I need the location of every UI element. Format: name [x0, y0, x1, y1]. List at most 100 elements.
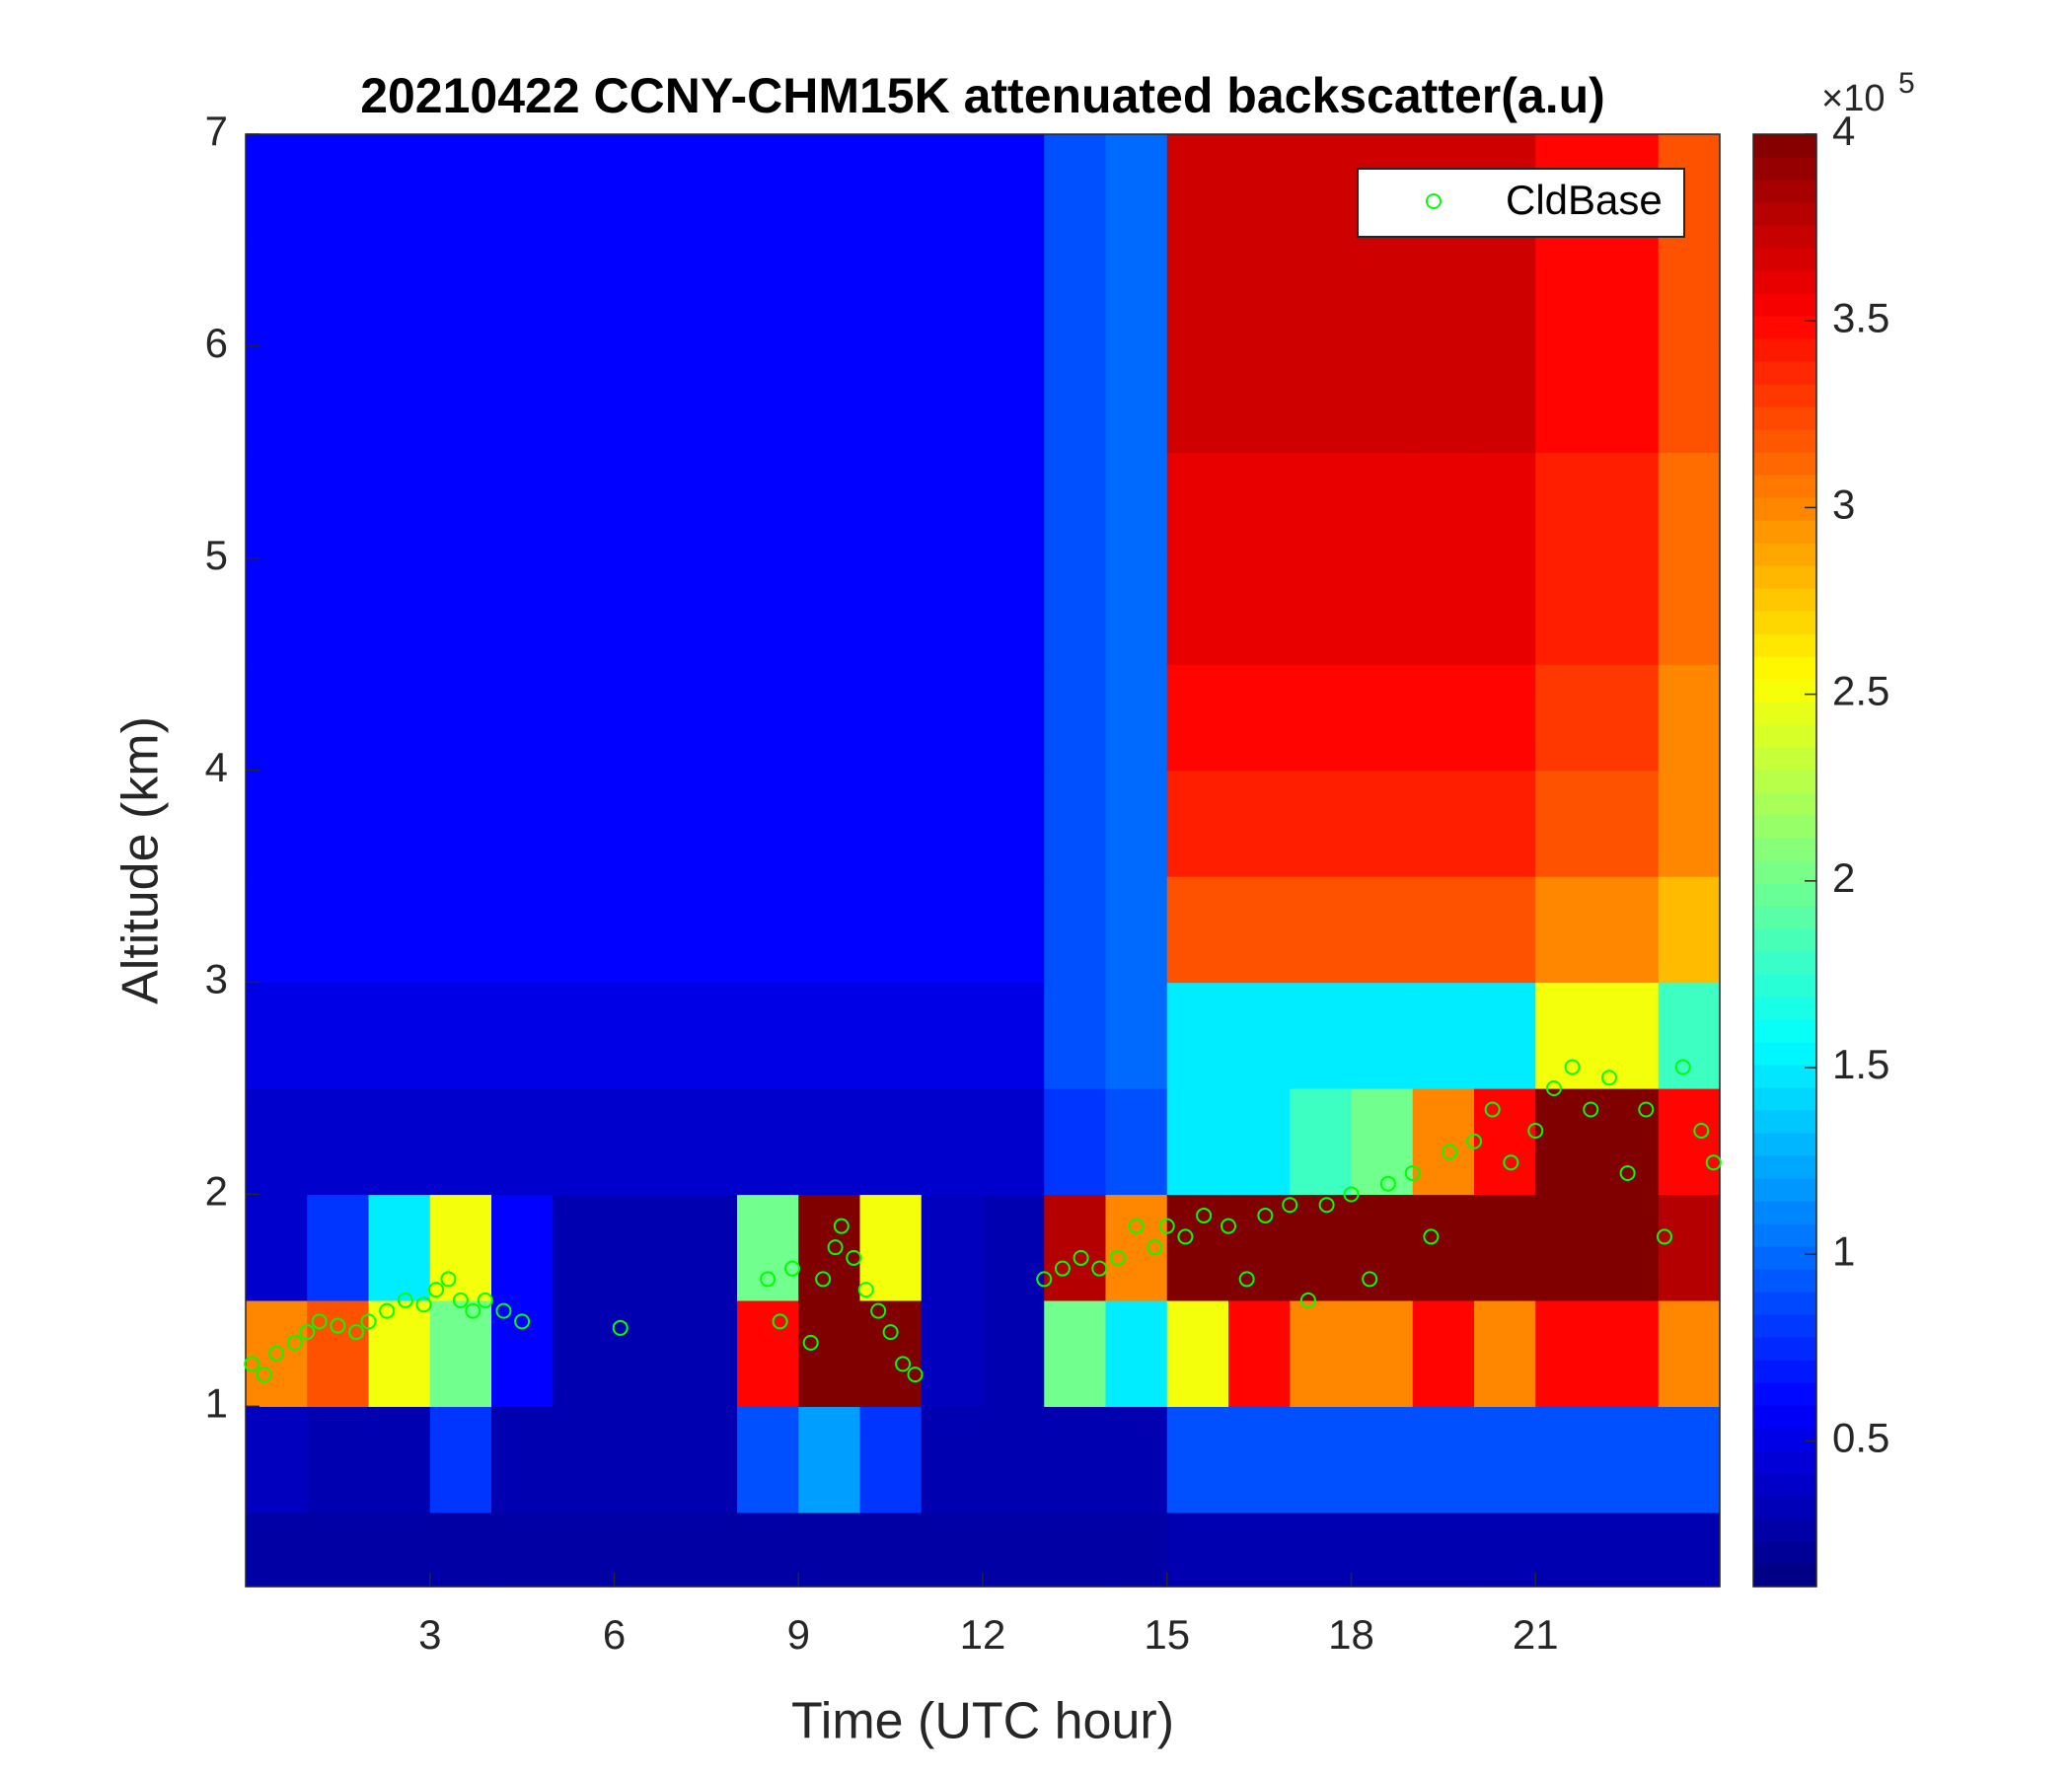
- heatmap-cell: [246, 664, 308, 772]
- heatmap-cell: [675, 1194, 738, 1301]
- heatmap-cell: [1412, 240, 1475, 347]
- heatmap-cell: [921, 1194, 984, 1301]
- cloud-base-point: [1128, 1218, 1145, 1234]
- heatmap-cell: [1044, 557, 1107, 665]
- heatmap-cell: [1412, 452, 1475, 559]
- heatmap-cell: [1474, 770, 1536, 877]
- cloud-base-point: [495, 1302, 512, 1319]
- heatmap-cell: [429, 1194, 492, 1301]
- heatmap-cell: [1105, 1194, 1168, 1301]
- heatmap-cell: [1228, 876, 1291, 984]
- heatmap-cell: [798, 664, 861, 772]
- heatmap-cell: [1044, 664, 1107, 772]
- colorbar-swatch: [1753, 565, 1816, 589]
- colorbar-swatch: [1753, 520, 1816, 544]
- colorbar-swatch: [1753, 724, 1816, 748]
- heatmap-cell: [1166, 134, 1229, 242]
- heatmap-cell: [614, 1299, 677, 1407]
- heatmap-cell: [1290, 876, 1353, 984]
- heatmap-cell: [1290, 770, 1353, 877]
- heatmap-cell: [614, 770, 677, 877]
- colorbar-swatch: [1753, 1564, 1816, 1588]
- chart-title: 20210422 CCNY-CHM15K attenuated backscat…: [360, 68, 1605, 123]
- heatmap-cell: [1596, 240, 1660, 347]
- cloud-base-point: [827, 1239, 844, 1256]
- cloud-base-point: [1693, 1122, 1710, 1139]
- heatmap-cell: [491, 664, 554, 772]
- heatmap-cell: [246, 452, 308, 559]
- heatmap-cell: [921, 664, 984, 772]
- cloud-base-point: [784, 1260, 801, 1277]
- heatmap-cell: [1535, 664, 1598, 772]
- colorbar-swatch: [1753, 475, 1816, 498]
- cloud-base-point: [360, 1313, 377, 1330]
- cloud-base-point: [833, 1218, 850, 1234]
- colorbar-swatch: [1753, 543, 1816, 566]
- heatmap-cell: [429, 1299, 492, 1407]
- heatmap-cell: [675, 1299, 738, 1407]
- heatmap-cell: [921, 982, 984, 1089]
- heatmap-cell: [921, 876, 984, 984]
- heatmap-cell: [1166, 1299, 1229, 1407]
- cloud-base-point: [1109, 1249, 1126, 1266]
- cloud-base-point: [1147, 1239, 1163, 1256]
- heatmap-cell: [614, 134, 677, 242]
- colorbar-swatch: [1753, 1473, 1816, 1497]
- heatmap-cell: [429, 876, 492, 984]
- heatmap-cell: [737, 770, 799, 877]
- heatmap-cell: [1228, 240, 1291, 347]
- heatmap-cell: [798, 557, 861, 665]
- heatmap-cell: [1228, 982, 1291, 1089]
- y-tick-label: 4: [205, 744, 228, 790]
- y-tick-label: 3: [205, 956, 228, 1002]
- colorbar-swatch: [1753, 1110, 1816, 1134]
- heatmap-cell: [246, 770, 308, 877]
- cloud-base-point: [348, 1324, 365, 1341]
- heatmap-cell: [1290, 557, 1353, 665]
- heatmap-cell: [1044, 1406, 1107, 1514]
- heatmap-cell: [1290, 1406, 1353, 1514]
- colorbar-swatch: [1753, 633, 1816, 657]
- cloud-base-point: [1423, 1228, 1440, 1245]
- heatmap-cell: [491, 1406, 554, 1514]
- heatmap-cell: [429, 770, 492, 877]
- heatmap-cell: [1351, 1088, 1414, 1196]
- cloud-base-point: [1379, 1175, 1396, 1192]
- colorbar-swatch: [1753, 883, 1816, 907]
- scatter-points: [244, 1059, 1722, 1383]
- heatmap-cell: [1290, 1194, 1353, 1301]
- heatmap-cell: [1044, 982, 1107, 1089]
- heatmap-cell: [307, 345, 370, 453]
- heatmap-cell: [491, 770, 554, 877]
- heatmap-cell: [1044, 134, 1107, 242]
- cloud-base-point: [1638, 1101, 1655, 1118]
- colorbar-swatch: [1753, 974, 1816, 998]
- heatmap-cell: [491, 982, 554, 1089]
- heatmap-cell: [1412, 1194, 1475, 1301]
- x-tick-label: 9: [787, 1611, 810, 1658]
- colorbar-swatch: [1753, 1223, 1816, 1247]
- colorbar-swatch: [1753, 951, 1816, 975]
- heatmap-cell: [859, 452, 923, 559]
- heatmap-cell: [1412, 770, 1475, 877]
- colorbar-swatch: [1753, 384, 1816, 407]
- heatmap-cell: [1412, 876, 1475, 984]
- colorbar-swatch: [1753, 815, 1816, 839]
- heatmap-cell: [921, 1406, 984, 1514]
- heatmap-cell: [983, 452, 1045, 559]
- y-tick-label: 2: [205, 1168, 228, 1215]
- heatmap-cell: [675, 982, 738, 1089]
- heatmap-cell: [859, 134, 923, 242]
- heatmap-cell: [614, 345, 677, 453]
- heatmap-cell: [798, 770, 861, 877]
- heatmap-cell: [737, 452, 799, 559]
- heatmap-cell: [1474, 1406, 1536, 1514]
- heatmap-cell: [1105, 240, 1168, 347]
- heatmap-cell: [368, 1088, 431, 1196]
- heatmap-cell: [1412, 664, 1475, 772]
- heatmap-cell: [1228, 1299, 1291, 1407]
- cloud-base-point: [379, 1302, 396, 1319]
- heatmap-cell: [1228, 1512, 1291, 1588]
- heatmap-cell: [1474, 1194, 1536, 1301]
- heatmap-cell: [1290, 1299, 1353, 1407]
